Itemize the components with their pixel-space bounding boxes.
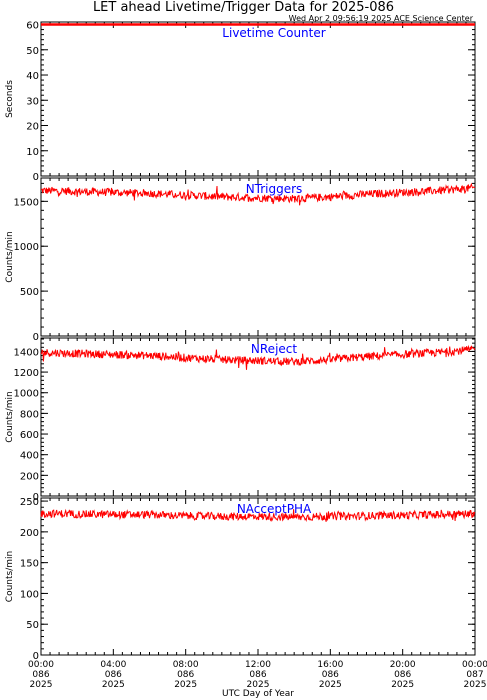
y-tick-label: 200: [20, 528, 39, 539]
x-tick-label-time: 16:00: [317, 660, 343, 670]
x-tick-label-time: 08:00: [173, 660, 199, 670]
y-tick-label: 250: [20, 497, 39, 508]
chart-title: LET ahead Livetime/Trigger Data for 2025…: [92, 0, 395, 15]
panel-label: Livetime Counter: [222, 26, 325, 40]
x-tick-label-time: 00:00: [28, 660, 54, 670]
y-tick-label: 50: [26, 620, 39, 631]
y-tick-label: 0: [33, 492, 39, 503]
y-tick-label: 10: [26, 147, 39, 158]
series-line-3-1: [40, 344, 476, 370]
series-line-4-1: [40, 508, 476, 523]
y-tick-label: 400: [20, 451, 39, 462]
y-axis-label: Counts/min: [5, 231, 15, 282]
panel-frame: [40, 497, 476, 656]
y-tick-label: 40: [26, 71, 39, 82]
x-tick-label-time: 00:00: [462, 660, 487, 670]
panel-frame: [40, 21, 476, 177]
panel-label: NAcceptPHA: [237, 502, 312, 516]
panel-3: 0 200 400 600 800 1000 1200 1400 Counts/min NReje…: [5, 337, 476, 503]
x-tick-label-doy: 086: [32, 670, 49, 680]
y-tick-label: 800: [20, 409, 39, 420]
y-tick-label: 20: [26, 122, 39, 133]
y-tick-label: 150: [20, 559, 39, 570]
panel-label: NReject: [251, 342, 297, 356]
panel-frame: [40, 177, 476, 337]
x-tick-label-doy: 086: [249, 670, 266, 680]
x-tick-label-year: 2025: [319, 680, 342, 690]
y-tick-label: 1000: [14, 242, 39, 253]
y-tick-label: 1200: [14, 368, 39, 379]
x-axis-label: UTC Day of Year: [222, 689, 294, 699]
y-tick-label: 1400: [14, 347, 39, 358]
x-tick-label-year: 2025: [174, 680, 197, 690]
panel-4: 0 50 100 150 200 250 Counts/min NAcceptPHA: [5, 497, 476, 662]
x-axis: 00:00086202504:00086202508:00086202512:0…: [28, 660, 487, 699]
panel-label: NTriggers: [246, 182, 303, 196]
y-tick-label: 500: [20, 287, 39, 298]
y-tick-label: 100: [20, 589, 39, 600]
y-axis-label: Seconds: [5, 80, 15, 118]
x-tick-label-time: 20:00: [390, 660, 416, 670]
x-tick-label-year: 2025: [102, 680, 125, 690]
y-axis-label: Counts/min: [5, 551, 15, 602]
x-tick-label-year: 2025: [464, 680, 487, 690]
y-tick-label: 600: [20, 430, 39, 441]
x-tick-label-time: 12:00: [245, 660, 271, 670]
x-tick-label-time: 04:00: [100, 660, 126, 670]
panel-2: 0 500 1000 1500 Counts/min NTriggers: [5, 177, 476, 343]
y-tick-label: 1500: [14, 197, 39, 208]
chart-subtitle: Wed Apr 2 09:56:19 2025 ACE Science Cent…: [288, 14, 473, 23]
y-tick-label: 0: [33, 332, 39, 343]
y-tick-label: 0: [33, 172, 39, 183]
x-tick-label-doy: 087: [466, 670, 483, 680]
y-tick-label: 200: [20, 471, 39, 482]
x-tick-label-year: 2025: [30, 680, 53, 690]
x-tick-label-year: 2025: [247, 680, 270, 690]
panel-1: 0 10 20 30 40 50 60 Seconds Livetime Counter: [5, 21, 476, 183]
x-tick-label-doy: 086: [394, 670, 411, 680]
x-tick-label-doy: 086: [322, 670, 339, 680]
y-tick-label: 30: [26, 96, 39, 107]
y-tick-label: 1000: [14, 389, 39, 400]
x-tick-label-year: 2025: [391, 680, 414, 690]
y-tick-label: 60: [26, 21, 39, 32]
y-tick-label: 0: [33, 651, 39, 662]
y-tick-label: 50: [26, 46, 39, 57]
x-tick-label-doy: 086: [177, 670, 194, 680]
x-tick-label-doy: 086: [105, 670, 122, 680]
series-line-2-1: [40, 182, 476, 206]
y-axis-label: Counts/min: [5, 391, 15, 442]
